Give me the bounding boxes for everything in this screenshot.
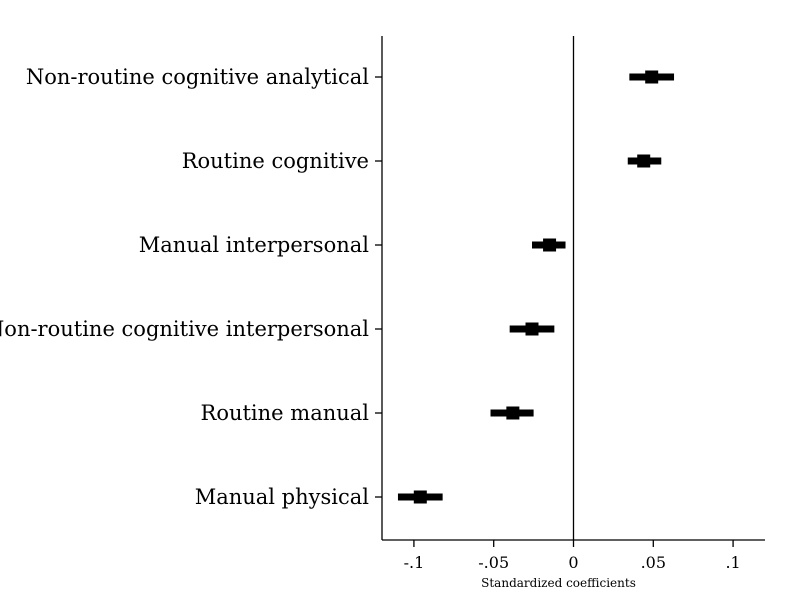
category-label: Routine manual: [201, 401, 370, 425]
point-estimate-marker: [637, 154, 651, 168]
marks: [397, 70, 675, 504]
category-label: Manual interpersonal: [139, 233, 370, 257]
labels: -.1 -.05 0 .05 .1 Standardized coefficients No…: [0, 65, 741, 590]
x-tick-label: .05: [641, 553, 666, 572]
x-tick-label: 0: [568, 553, 578, 572]
point-estimate-marker: [645, 70, 659, 84]
category-label: Non-routine cognitive interpersonal: [0, 317, 369, 341]
category-label: Manual physical: [195, 485, 370, 509]
point-estimate-marker: [525, 322, 539, 336]
point-estimate-marker: [413, 490, 427, 504]
category-label: Routine cognitive: [182, 149, 369, 173]
point-estimate-marker: [506, 406, 520, 420]
point-estimate-marker: [543, 238, 557, 252]
axes: [375, 36, 765, 547]
x-tick-label: .1: [725, 553, 740, 572]
x-tick-label: -.1: [404, 553, 425, 572]
x-axis-title: Standardized coefficients: [481, 576, 636, 590]
category-label: Non-routine cognitive analytical: [26, 65, 369, 89]
x-tick-label: -.05: [478, 553, 509, 572]
